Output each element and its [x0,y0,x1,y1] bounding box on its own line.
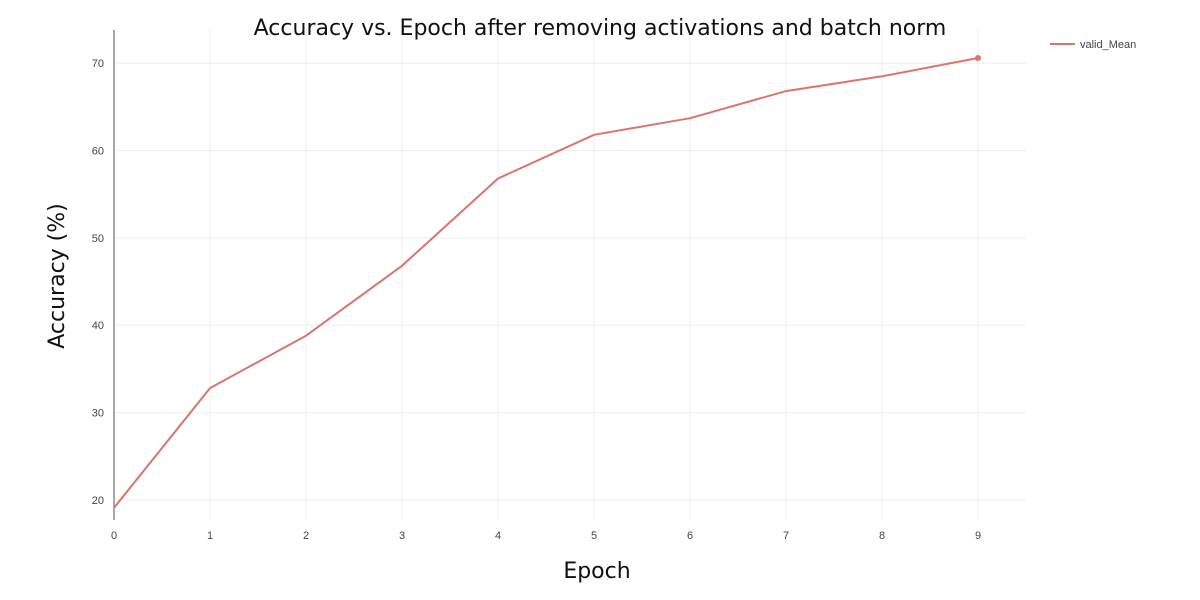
chart-title: Accuracy vs. Epoch after removing activa… [254,16,947,41]
series-points [111,54,981,511]
y-tick-labels: 20 30 40 50 60 70 [92,58,104,507]
x-tick-label: 2 [303,530,309,542]
x-tick-labels: 0 1 2 3 4 5 6 7 8 9 [111,530,981,542]
x-tick-label: 0 [111,530,117,542]
y-tick-label: 20 [92,495,104,507]
data-point[interactable] [591,132,597,138]
series-lines [113,57,979,509]
data-point[interactable] [399,263,405,269]
data-point[interactable] [783,88,789,94]
data-point[interactable] [879,73,885,79]
data-point[interactable] [975,54,981,61]
x-tick-label: 5 [591,530,597,542]
y-tick-label: 30 [92,408,104,420]
data-point[interactable] [303,333,309,339]
x-tick-label: 9 [975,530,981,542]
x-axis-label: Epoch [563,559,630,584]
y-tick-label: 70 [92,58,104,70]
y-axis-label: Accuracy (%) [45,203,70,349]
data-point[interactable] [495,175,501,181]
legend[interactable]: valid_Mean [1050,39,1136,51]
data-point[interactable] [687,115,693,121]
data-point[interactable] [207,385,213,391]
y-tick-label: 60 [92,146,104,158]
data-point[interactable] [111,505,117,511]
y-tick-label: 40 [92,320,104,332]
x-tick-label: 3 [399,530,405,542]
x-tick-label: 4 [495,530,501,542]
x-tick-label: 8 [879,530,885,542]
series-line-valid-mean[interactable] [113,57,979,509]
grid [114,30,1026,520]
legend-label-valid-mean: valid_Mean [1080,39,1136,51]
x-tick-label: 7 [783,530,789,542]
x-tick-label: 1 [207,530,213,542]
y-tick-label: 50 [92,233,104,245]
x-tick-label: 6 [687,530,693,542]
